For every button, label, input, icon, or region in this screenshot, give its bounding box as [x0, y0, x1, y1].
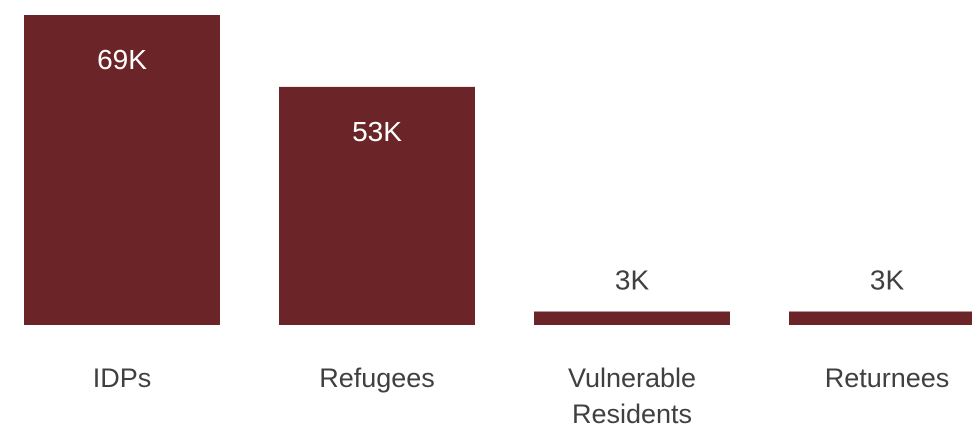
bar-refugees: [279, 86, 475, 325]
category-label-vulnerable-residents-line-2: Residents: [572, 399, 692, 429]
data-label-vulnerable-residents: 3K: [615, 265, 650, 296]
data-label-returnees: 3K: [870, 265, 905, 296]
category-label-idps: IDPs: [93, 363, 152, 393]
data-label-refugees: 53K: [352, 116, 402, 147]
bar-vulnerable-residents: [534, 311, 730, 325]
data-label-idps: 69K: [97, 44, 147, 75]
category-label-vulnerable-residents-line-1: Vulnerable: [568, 363, 696, 393]
category-label-refugees: Refugees: [319, 363, 435, 393]
bar-idps: [24, 15, 220, 325]
category-labels-group: IDPs Refugees Vulnerable Residents Returnees: [93, 363, 950, 429]
bars-group: [24, 15, 972, 325]
bar-returnees: [789, 311, 972, 325]
category-label-returnees: Returnees: [825, 363, 950, 393]
value-labels-group: 69K 53K 3K 3K: [97, 44, 904, 296]
